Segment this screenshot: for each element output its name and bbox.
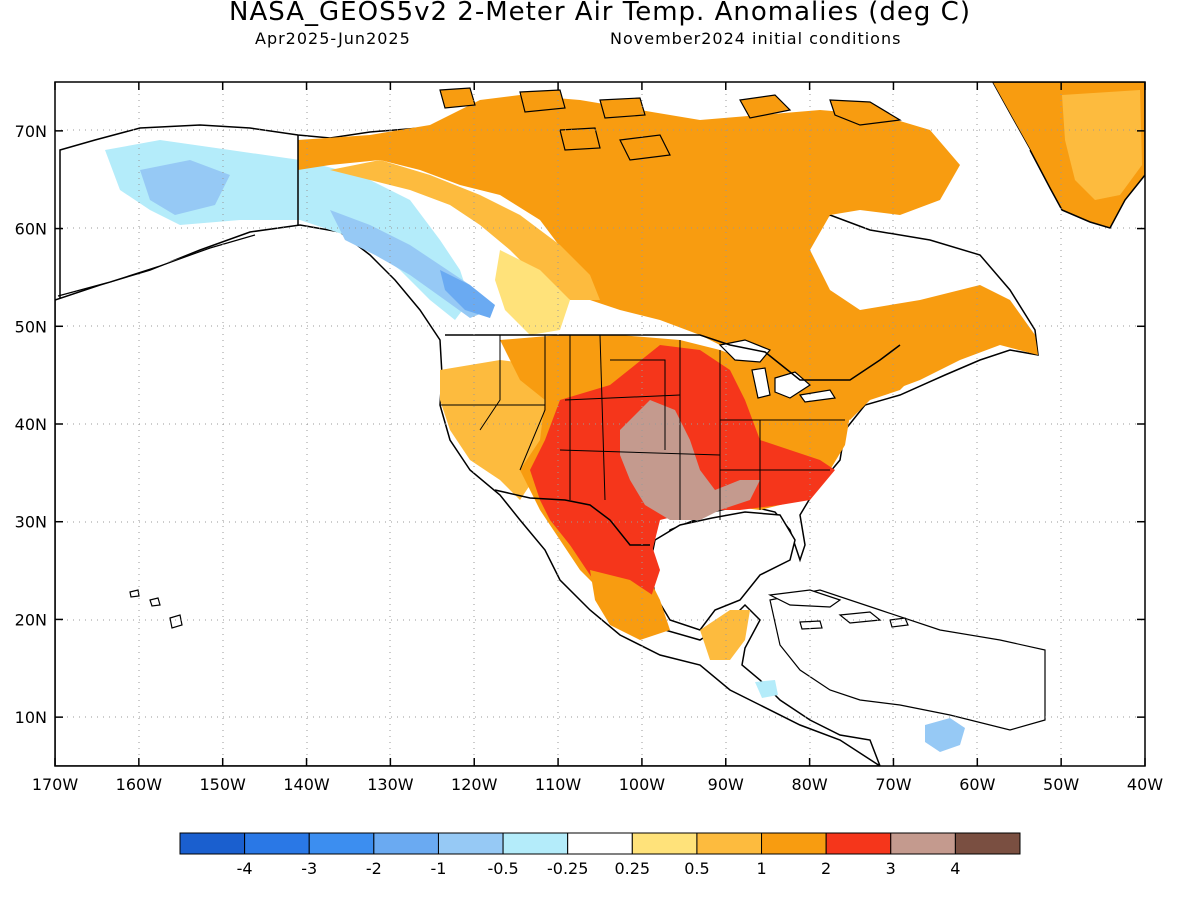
colorbar-swatch bbox=[308, 832, 375, 855]
colorbar-label: 0.5 bbox=[684, 859, 709, 878]
central-america-cool-patch bbox=[755, 680, 778, 698]
arctic-islands bbox=[439, 87, 902, 161]
latitude-label: 30N bbox=[15, 513, 47, 532]
longitude-label: 160W bbox=[116, 775, 163, 794]
mexico-hot bbox=[540, 500, 660, 600]
colorbar-label: -1 bbox=[430, 859, 446, 878]
axis-ticks bbox=[54, 82, 1146, 766]
colorbar-label: -2 bbox=[366, 859, 382, 878]
longitude-label: 110W bbox=[535, 775, 582, 794]
latitude-label: 60N bbox=[15, 220, 47, 239]
colorbar-swatch bbox=[954, 832, 1021, 855]
colorbar-swatch bbox=[825, 832, 892, 855]
latitude-label: 20N bbox=[15, 610, 47, 629]
great-lakes bbox=[718, 339, 837, 403]
colorbar-swatch bbox=[761, 832, 827, 855]
longitude-label: 40W bbox=[1127, 775, 1163, 794]
colorbar: -4 -3 -2 -1 -0.5 -0.25 0.25 0.5 1 2 3 4 bbox=[179, 832, 1021, 878]
colorbar-label: 1 bbox=[756, 859, 766, 878]
longitude-label: 90W bbox=[708, 775, 744, 794]
colorbar-label: -4 bbox=[237, 859, 253, 878]
longitude-label: 170W bbox=[32, 775, 79, 794]
bc-cooler-core bbox=[440, 270, 495, 318]
latitude-label: 10N bbox=[15, 708, 47, 727]
colorbar-swatch bbox=[502, 832, 569, 855]
colorbar-swatch bbox=[437, 832, 504, 855]
latitude-label: 40N bbox=[15, 415, 47, 434]
longitude-label: 150W bbox=[200, 775, 247, 794]
great-lakes-ne-warm bbox=[800, 345, 930, 420]
longitude-label: 70W bbox=[875, 775, 911, 794]
caribbean-islands bbox=[767, 589, 909, 630]
colorbar-label: -0.5 bbox=[487, 859, 518, 878]
us-mexico-border bbox=[494, 489, 650, 546]
southern-plains-hottest bbox=[620, 400, 760, 520]
colorbar-label: -3 bbox=[301, 859, 317, 878]
initial-conditions: November2024 initial conditions bbox=[610, 29, 902, 48]
longitude-label: 130W bbox=[367, 775, 414, 794]
colorbar-label: 2 bbox=[821, 859, 831, 878]
state-boundaries bbox=[440, 334, 845, 520]
greenland-interior bbox=[1062, 90, 1142, 200]
colorbar-swatch bbox=[373, 832, 439, 855]
longitude-label: 60W bbox=[959, 775, 995, 794]
latitude-labels: 70N 60N 50N 40N 30N 20N 10N bbox=[15, 122, 47, 727]
colorbar-swatch bbox=[631, 832, 698, 855]
colorbar-swatch bbox=[890, 832, 956, 855]
map-gridlines bbox=[55, 82, 1145, 766]
colorbar-swatch bbox=[696, 832, 763, 855]
colorbar-swatch bbox=[567, 832, 633, 855]
colorbar-label: 3 bbox=[886, 859, 896, 878]
yucatan-warm bbox=[700, 610, 750, 660]
us-canada-border bbox=[445, 334, 901, 381]
latitude-label: 70N bbox=[15, 122, 47, 141]
colorbar-swatch bbox=[244, 832, 310, 855]
forecast-period: Apr2025-Jun2025 bbox=[255, 29, 411, 48]
canada-warm-anomaly bbox=[298, 95, 1038, 405]
longitude-labels: 170W 160W 150W 140W 130W 120W 110W 100W 90W 80W 70… bbox=[32, 775, 1163, 794]
mexico-warm bbox=[590, 570, 670, 640]
venezuela-cool-patch bbox=[925, 718, 965, 752]
prairie-weak-anomaly bbox=[495, 250, 570, 335]
colorbar-label: 0.25 bbox=[614, 859, 650, 878]
canada-mild-anomaly bbox=[330, 160, 600, 300]
latitude-label: 50N bbox=[15, 317, 47, 336]
colorbar-label: 4 bbox=[950, 859, 960, 878]
map-title: NASA_GEOS5v2 2-Meter Air Temp. Anomalies… bbox=[229, 0, 971, 27]
longitude-label: 80W bbox=[792, 775, 828, 794]
aleutian-islands bbox=[57, 234, 256, 297]
colorbar-swatch bbox=[179, 832, 246, 855]
longitude-label: 100W bbox=[619, 775, 666, 794]
longitude-label: 50W bbox=[1043, 775, 1079, 794]
longitude-label: 140W bbox=[283, 775, 330, 794]
hawaii-islands bbox=[129, 589, 183, 629]
colorbar-label: -0.25 bbox=[547, 859, 588, 878]
pacific-ocean bbox=[55, 224, 882, 766]
longitude-label: 120W bbox=[451, 775, 498, 794]
alaska-cool-patch bbox=[140, 160, 230, 215]
